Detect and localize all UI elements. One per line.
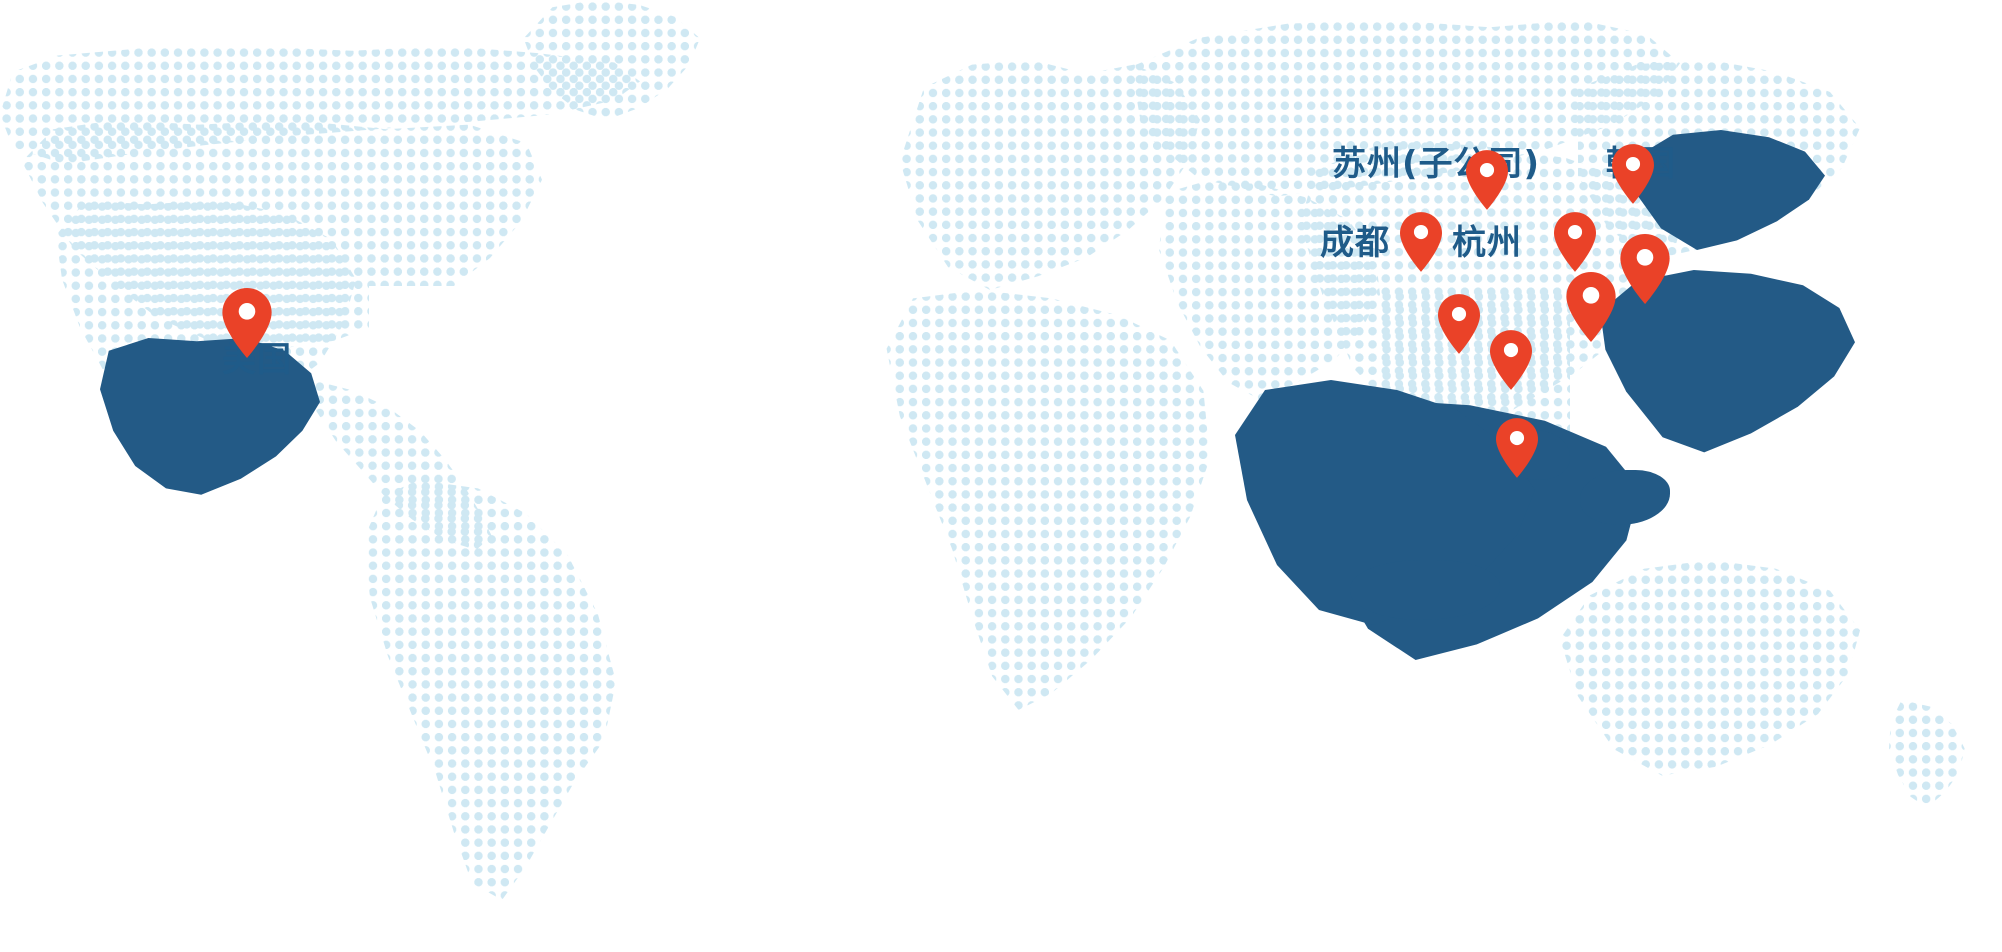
- highlight-island-c: [1350, 560, 1500, 620]
- marker-suzhou-icon[interactable]: [1466, 150, 1508, 210]
- overlay-notch: [369, 286, 652, 381]
- landmass-middle-east: [1159, 180, 1380, 400]
- landmass-east-asia: [1578, 60, 1860, 260]
- landmass-greenland: [523, 0, 700, 120]
- landmass-north-america-canada: [0, 46, 640, 164]
- map-label-suzhou: 苏州(子公司): [1332, 144, 1541, 184]
- landmass-africa: [886, 290, 1210, 710]
- map-label-hangzhou: 杭州: [1452, 223, 1522, 263]
- marker-india-n-icon[interactable]: [1438, 294, 1480, 354]
- marker-sea-icon[interactable]: [1496, 418, 1538, 478]
- marker-shenzhen-icon[interactable]: [1566, 272, 1616, 342]
- landmass-europe: [900, 60, 1200, 290]
- landmass-north-america-west: [56, 200, 356, 420]
- map-label-usa: 美国: [222, 340, 292, 380]
- marker-chengdu-icon[interactable]: [1400, 212, 1442, 272]
- highlight-southeast-asia: [1235, 380, 1535, 625]
- marker-hangzhou-icon[interactable]: [1554, 212, 1596, 272]
- landmass-australia: [1560, 560, 1860, 776]
- highlight-island-b: [1580, 470, 1670, 525]
- marker-usa-icon[interactable]: [222, 288, 272, 358]
- landmass-central-america: [312, 380, 492, 550]
- highlight-china: [1306, 400, 1640, 660]
- landmass-new-zealand: [1889, 700, 1965, 808]
- landmass-south-america: [364, 480, 616, 900]
- marker-india-s-icon[interactable]: [1490, 330, 1532, 390]
- marker-japan-icon[interactable]: [1620, 234, 1670, 304]
- map-label-chengdu: 成都: [1320, 223, 1390, 263]
- marker-korea-icon[interactable]: [1612, 144, 1654, 204]
